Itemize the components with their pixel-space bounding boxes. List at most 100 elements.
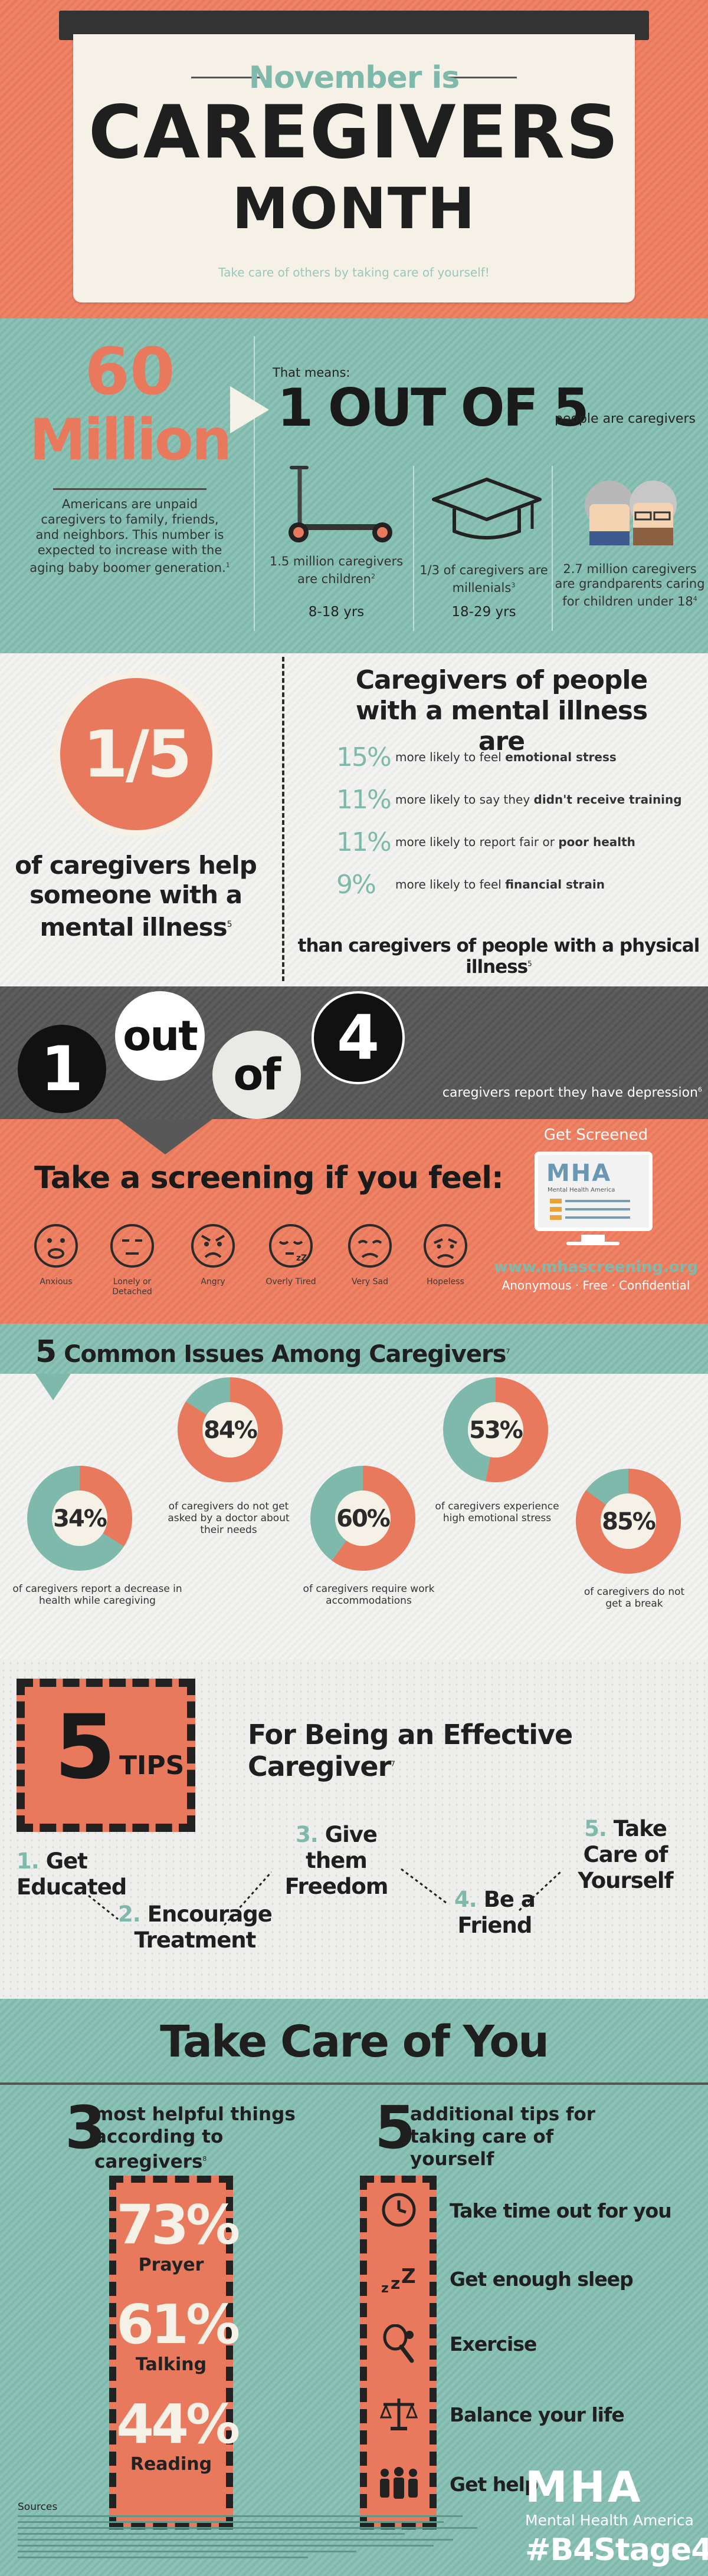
- header-tagline: Take care of others by taking care of yo…: [218, 265, 490, 279]
- stat-card-children: 1.5 million caregivers are children2 8-1…: [260, 457, 413, 634]
- selfcare-item: Get help: [450, 2473, 539, 2496]
- clock-icon: [382, 2193, 416, 2227]
- word-circle-of: of: [212, 1031, 301, 1119]
- sources-heading: Sources: [18, 2501, 58, 2513]
- anxious-face-icon: [34, 1224, 78, 1268]
- donut-percent-label: 85%: [602, 1508, 655, 1535]
- header-section: November is CAREGIVERS MONTH Take care o…: [0, 0, 708, 318]
- tired-face-icon: zZ: [269, 1224, 313, 1268]
- svg-text:zZ: zZ: [296, 1254, 307, 1263]
- issues-donut-chart: 34% 84% 60% 53% 85%: [27, 1377, 681, 1574]
- svg-text:z: z: [381, 2281, 389, 2296]
- tips-title: For Being an Effective Caregiver7: [248, 1719, 573, 1782]
- helpful-panel: 73% Prayer 61% Talking 44% Reading: [109, 2176, 240, 2529]
- donut-remainder: [27, 1466, 132, 1571]
- scales-icon: [379, 2399, 418, 2430]
- stat-card-grandparents: 2.7 million caregivers are grandparents …: [555, 457, 705, 634]
- donut-value-arc: [27, 1466, 132, 1571]
- fraction-value: 1/5: [83, 716, 192, 792]
- dashed-divider: [282, 657, 284, 981]
- means-big-text: 1 OUT OF 5: [277, 377, 589, 438]
- donut-value-arc: [576, 1469, 681, 1574]
- stat-grandparents-text: 2.7 million caregivers are grandparents …: [555, 562, 705, 608]
- donut-value-arc: [310, 1466, 415, 1571]
- comparison-row: 11% more likely to report fair or poor h…: [336, 827, 635, 857]
- footer-logo: MHA: [525, 2462, 643, 2512]
- stat-millenials-age: 18-29 yrs: [451, 604, 516, 620]
- stat-children-text: 1.5 million caregivers are children2: [269, 554, 404, 586]
- footer-hashtag[interactable]: #B4Stage4: [525, 2532, 708, 2568]
- donut-hole: [335, 1491, 391, 1546]
- issue-text-2: of caregivers do not get asked by a doct…: [168, 1501, 290, 1536]
- issue-text-1: of caregivers report a decrease in healt…: [12, 1583, 182, 1607]
- donut-remainder: [310, 1466, 415, 1571]
- issue-donut: 85%: [576, 1469, 681, 1574]
- means-label: That means:: [273, 366, 350, 380]
- selfcare-item: Take time out for you: [450, 2199, 672, 2222]
- screening-tagline: Anonymous · Free · Confidential: [502, 1278, 690, 1292]
- mental-illness-footer: than caregivers of people with a physica…: [297, 935, 700, 978]
- big-unit: Million: [29, 407, 232, 473]
- donut-value-arc: [178, 1377, 283, 1482]
- comparison-row: 11% more likely to say they didn't recei…: [336, 784, 682, 815]
- play-arrow-icon: [230, 386, 269, 433]
- selfcare-item: Get enough sleep: [450, 2268, 634, 2291]
- issues-pointer: [35, 1374, 71, 1400]
- helpful-header: 3 most helpful things according to careg…: [65, 2093, 296, 2173]
- monitor-icon[interactable]: MHA Mental Health America: [535, 1152, 653, 1231]
- donut-hole: [468, 1402, 523, 1458]
- face-label: Hopeless: [427, 1277, 464, 1287]
- face-label: Lonely or Detached: [112, 1277, 152, 1297]
- people-group-icon: [380, 2467, 418, 2499]
- face-label: Overly Tired: [266, 1277, 316, 1287]
- donut-hole: [52, 1491, 107, 1546]
- donut-percent-label: 34%: [53, 1505, 107, 1532]
- depression-section: 1 out of 4 caregivers report they have d…: [0, 986, 708, 1119]
- tips-section: 5 TIPS For Being an Effective Caregiver7…: [0, 1660, 708, 1999]
- comparison-row: 9% more likely to feel financial strain: [336, 869, 605, 900]
- donut-percent-label: 60%: [336, 1505, 390, 1532]
- selfcare-item: Balance your life: [450, 2403, 625, 2426]
- donut-percent-label: 84%: [204, 1417, 257, 1444]
- footer-logo-sub: Mental Health America: [525, 2512, 694, 2529]
- comparison-list: 15% more likely to feel emotional stress…: [336, 736, 702, 906]
- fraction-text: of caregivers help someone with a mental…: [15, 851, 257, 942]
- screening-url[interactable]: www.mhascreening.org: [493, 1258, 699, 1276]
- fraction-circle: 1/5: [53, 671, 219, 837]
- selfcare-item: Exercise: [450, 2332, 537, 2355]
- take-care-title: Take Care of You: [160, 2016, 549, 2067]
- face-label: Anxious: [40, 1277, 73, 1287]
- tennis-racket-icon: [383, 2324, 414, 2363]
- header-card: November is CAREGIVERS MONTH Take care o…: [73, 34, 635, 302]
- scooter-icon: [289, 466, 392, 542]
- helpful-item: 61% Talking: [116, 2293, 240, 2376]
- stat-children-age: 8-18 yrs: [308, 604, 365, 620]
- tip-3: 3. Give them Freedom: [284, 1822, 389, 1899]
- word-circle-4: 4: [312, 991, 405, 1084]
- screening-title: Take a screening if you feel:: [34, 1160, 504, 1196]
- sources-lines: [18, 2515, 502, 2568]
- hopeless-face-icon: [424, 1224, 467, 1268]
- tip-1: 1. Get Educated: [17, 1848, 127, 1900]
- issue-donut: 34%: [27, 1466, 132, 1571]
- svg-text:z: z: [391, 2274, 400, 2293]
- donut-remainder: [443, 1377, 548, 1482]
- donut-remainder: [178, 1377, 283, 1482]
- lonely-face-icon: [110, 1224, 154, 1268]
- helpful-item: 73% Prayer: [116, 2193, 240, 2276]
- big-number-description: Americans are unpaid caregivers to famil…: [30, 497, 230, 575]
- mental-illness-section: 1/5 of caregivers help someone with a me…: [0, 653, 708, 986]
- header-title-line1: CAREGIVERS: [88, 90, 620, 175]
- take-care-section: Take Care of You 3 most helpful things a…: [0, 1999, 708, 2576]
- pointer-triangle: [118, 1119, 212, 1154]
- stat-card-millenials: 1/3 of caregivers are millenials3 18-29 …: [416, 457, 552, 634]
- issue-text-3: of caregivers require work accommodation…: [303, 1583, 435, 1607]
- tips-badge: 5 TIPS: [17, 1679, 195, 1832]
- issues-section: 34% 84% 60% 53% 85% of caregivers report a d…: [0, 1374, 708, 1660]
- caregivers-stats-section: 60 Million Americans are unpaid caregive…: [0, 318, 708, 653]
- donut-value-arc: [443, 1377, 548, 1482]
- divider-vertical: [254, 336, 255, 631]
- big-number: 60: [84, 334, 175, 409]
